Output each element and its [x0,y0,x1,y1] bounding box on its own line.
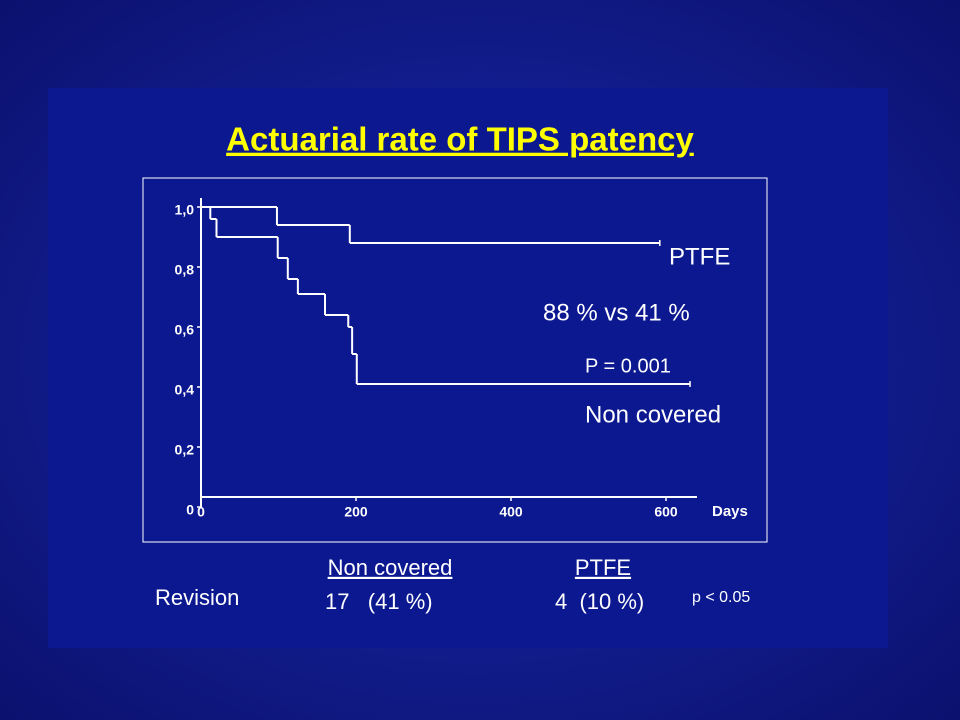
x-tick-label: 0 [197,504,205,520]
annotation: P = 0.001 [585,355,671,377]
series-label: Non covered [585,401,721,428]
chart-frame [142,177,768,543]
y-tick-label: 0 [186,502,194,518]
table-cell: 17 (41 %) [325,589,433,614]
annotation: 88 % vs 41 % [543,299,690,326]
x-tick-label: 400 [499,504,523,520]
row-label: Revision [155,585,239,610]
y-tick-label: 0,8 [175,262,195,278]
chart-title: Actuarial rate of TIPS patency [226,121,694,158]
x-axis-label: Days [712,503,748,520]
panel [48,88,888,648]
series-label: PTFE [669,243,730,270]
x-tick-label: 200 [344,504,368,520]
table-header: Non covered [328,555,453,580]
table-header: PTFE [575,555,631,580]
table-cell: p < 0.05 [692,589,750,606]
y-tick-label: 0,6 [175,322,195,338]
y-tick-label: 0,4 [175,382,195,398]
table-cell: 4 (10 %) [555,589,644,614]
y-tick-label: 1,0 [175,202,195,218]
y-tick-label: 0,2 [175,442,195,458]
x-tick-label: 600 [654,504,678,520]
